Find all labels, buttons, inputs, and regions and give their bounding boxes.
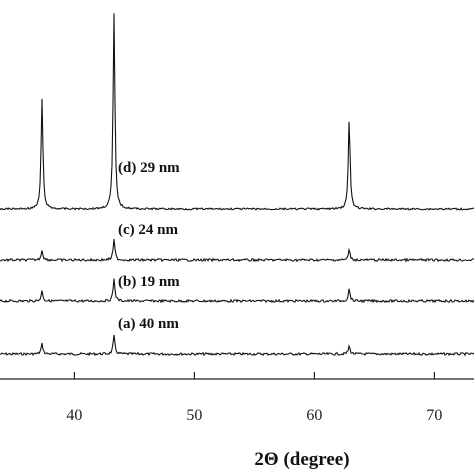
x-ticks: 40 50 60 70	[66, 372, 442, 424]
series-label-2: (b) 19 nm	[118, 274, 180, 290]
x-tick-label-60: 60	[306, 407, 322, 424]
series-line-1	[0, 334, 474, 357]
series-labels: (a) 40 nm (b) 19 nm (c) 24 nm (d) 29 nm	[118, 160, 180, 332]
series-layer	[0, 13, 474, 357]
x-axis-label: 2Θ (degree)	[254, 449, 349, 470]
series-label-1: (a) 40 nm	[118, 316, 179, 332]
series-line-4	[0, 13, 474, 211]
x-tick-label-50: 50	[186, 407, 202, 424]
x-tick-label-40: 40	[66, 407, 82, 424]
series-label-3: (c) 24 nm	[118, 222, 178, 238]
series-line-2	[0, 278, 474, 304]
series-line-3	[0, 239, 474, 263]
x-tick-label-70: 70	[426, 407, 442, 424]
series-label-4: (d) 29 nm	[118, 160, 180, 176]
